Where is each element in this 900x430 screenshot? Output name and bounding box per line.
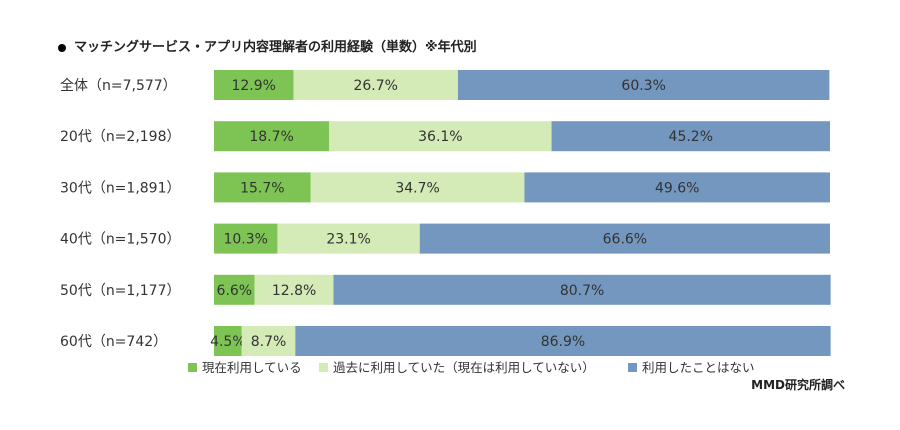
data-label: 80.7% — [560, 283, 604, 299]
category-label: 60代（n=742） — [60, 334, 167, 350]
bar-segment — [329, 121, 552, 152]
category-label: 全体（n=7,577） — [60, 77, 177, 94]
data-label: 6.6% — [217, 283, 253, 299]
legend-swatch — [319, 363, 328, 372]
bar-segment — [551, 121, 830, 152]
data-label: 4.5% — [210, 334, 246, 350]
bullet-icon — [58, 43, 66, 52]
data-label: 66.6% — [603, 232, 647, 248]
bar-segment — [214, 172, 311, 203]
data-label: 36.1% — [418, 129, 462, 145]
bar-segment — [277, 223, 420, 254]
data-label: 23.1% — [326, 232, 370, 248]
bar-segment — [295, 326, 831, 356]
bar-segment — [419, 223, 830, 254]
data-label: 49.6% — [655, 180, 699, 196]
data-label: 18.7% — [249, 129, 293, 145]
source-note: MMD研究所調べ — [751, 378, 845, 392]
legend-label: 現在利用している — [202, 360, 302, 375]
chart-title: マッチングサービス・アプリ内容理解者の利用経験（単数）※年代別 — [58, 36, 477, 55]
data-label: 86.9% — [541, 334, 585, 350]
legend-swatch — [628, 363, 637, 372]
data-label: 45.2% — [669, 129, 713, 145]
bar-segment — [241, 326, 296, 356]
bar-segment — [310, 172, 525, 203]
bar-segment — [214, 326, 242, 356]
category-label: 20代（n=2,198） — [60, 129, 181, 145]
data-label: 15.7% — [240, 180, 284, 196]
bar-segment — [214, 70, 294, 100]
data-label: 60.3% — [621, 78, 665, 94]
legend-swatch — [188, 363, 197, 372]
category-label: 30代（n=1,891） — [60, 180, 181, 196]
bar-segment — [214, 274, 255, 305]
bar-segment — [214, 223, 278, 254]
bar-segment — [214, 121, 330, 152]
bar-segment — [524, 172, 830, 203]
data-label: 34.7% — [395, 180, 439, 196]
data-label: 26.7% — [353, 78, 397, 94]
chart-title-text: マッチングサービス・アプリ内容理解者の利用経験（単数）※年代別 — [74, 40, 477, 55]
data-label: 8.7% — [251, 334, 287, 350]
legend-label: 利用したことはない — [642, 360, 755, 375]
bar-segment — [254, 274, 334, 305]
category-label: 40代（n=1,570） — [60, 232, 181, 248]
bar-segment — [333, 274, 831, 305]
data-label: 10.3% — [223, 232, 267, 248]
bar-segment — [293, 70, 458, 100]
category-label: 50代（n=1,177） — [60, 283, 181, 299]
data-label: 12.9% — [231, 78, 275, 94]
legend-label: 過去に利用していた（現在は利用していない） — [333, 360, 595, 375]
data-label: 12.8% — [272, 283, 316, 299]
bar-segment — [457, 70, 830, 100]
